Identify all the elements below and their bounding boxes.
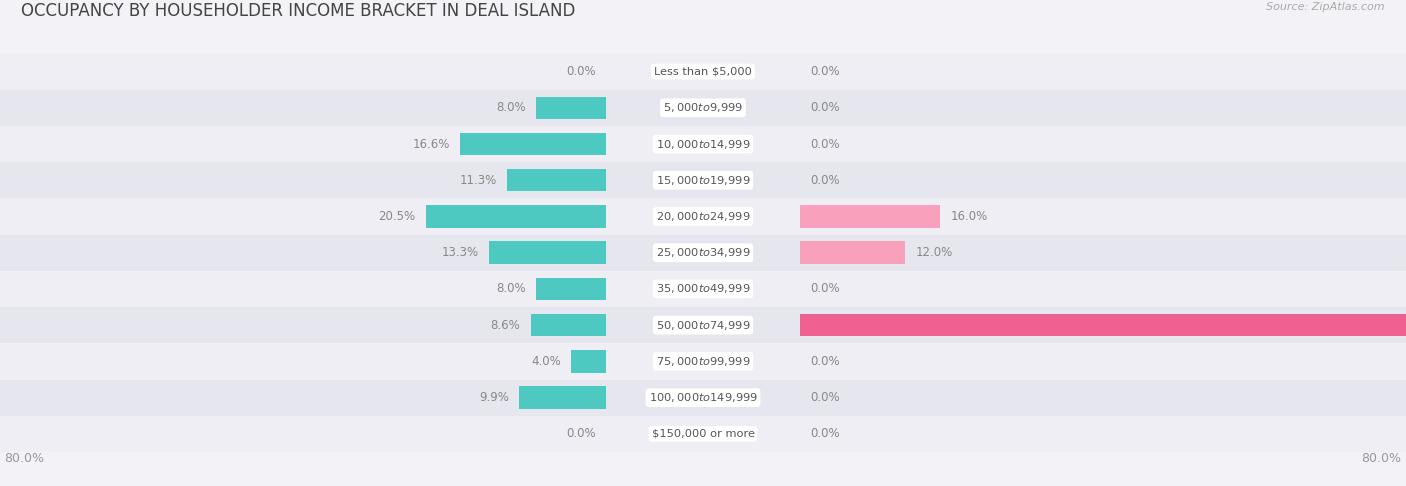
Text: 0.0%: 0.0% [810,427,839,440]
Text: 9.9%: 9.9% [479,391,509,404]
Text: $35,000 to $49,999: $35,000 to $49,999 [655,282,751,295]
Bar [800,205,941,228]
Text: $15,000 to $19,999: $15,000 to $19,999 [655,174,751,187]
Text: 8.0%: 8.0% [496,282,526,295]
Bar [0,271,1406,307]
Text: $75,000 to $99,999: $75,000 to $99,999 [655,355,751,368]
Bar [508,169,606,191]
Text: 0.0%: 0.0% [810,282,839,295]
Bar [489,242,606,264]
Bar [461,133,606,155]
Text: Less than $5,000: Less than $5,000 [654,67,752,77]
Bar [531,314,606,336]
Text: Source: ZipAtlas.com: Source: ZipAtlas.com [1267,2,1385,13]
Text: 8.0%: 8.0% [496,101,526,114]
Text: 0.0%: 0.0% [810,138,839,151]
Bar [0,90,1406,126]
Text: $100,000 to $149,999: $100,000 to $149,999 [648,391,758,404]
Bar [426,205,606,228]
Text: $20,000 to $24,999: $20,000 to $24,999 [655,210,751,223]
Bar [0,235,1406,271]
Text: 0.0%: 0.0% [810,355,839,368]
Bar [519,386,606,409]
Bar [0,380,1406,416]
Bar [800,242,905,264]
Bar [0,126,1406,162]
Bar [0,307,1406,343]
Text: 13.3%: 13.3% [441,246,479,259]
Bar [0,416,1406,452]
Text: $150,000 or more: $150,000 or more [651,429,755,439]
Bar [0,53,1406,90]
Text: 0.0%: 0.0% [810,101,839,114]
Text: 4.0%: 4.0% [531,355,561,368]
Bar [800,314,1406,336]
Text: $25,000 to $34,999: $25,000 to $34,999 [655,246,751,259]
Text: 16.6%: 16.6% [412,138,450,151]
Text: 0.0%: 0.0% [810,65,839,78]
Text: $10,000 to $14,999: $10,000 to $14,999 [655,138,751,151]
Text: 11.3%: 11.3% [460,174,496,187]
Bar [536,278,606,300]
Text: $5,000 to $9,999: $5,000 to $9,999 [664,101,742,114]
Text: 12.0%: 12.0% [915,246,953,259]
Bar [571,350,606,373]
Text: 0.0%: 0.0% [810,174,839,187]
Text: 20.5%: 20.5% [378,210,416,223]
Bar [0,198,1406,235]
Bar [0,162,1406,198]
Text: 80.0%: 80.0% [1361,452,1402,465]
Text: 0.0%: 0.0% [567,65,596,78]
Text: $50,000 to $74,999: $50,000 to $74,999 [655,319,751,331]
Text: 8.6%: 8.6% [491,319,520,331]
Text: 80.0%: 80.0% [4,452,45,465]
Text: 0.0%: 0.0% [567,427,596,440]
Text: OCCUPANCY BY HOUSEHOLDER INCOME BRACKET IN DEAL ISLAND: OCCUPANCY BY HOUSEHOLDER INCOME BRACKET … [21,2,575,20]
Bar [536,97,606,119]
Text: 16.0%: 16.0% [950,210,988,223]
Bar [0,343,1406,380]
Text: 0.0%: 0.0% [810,391,839,404]
